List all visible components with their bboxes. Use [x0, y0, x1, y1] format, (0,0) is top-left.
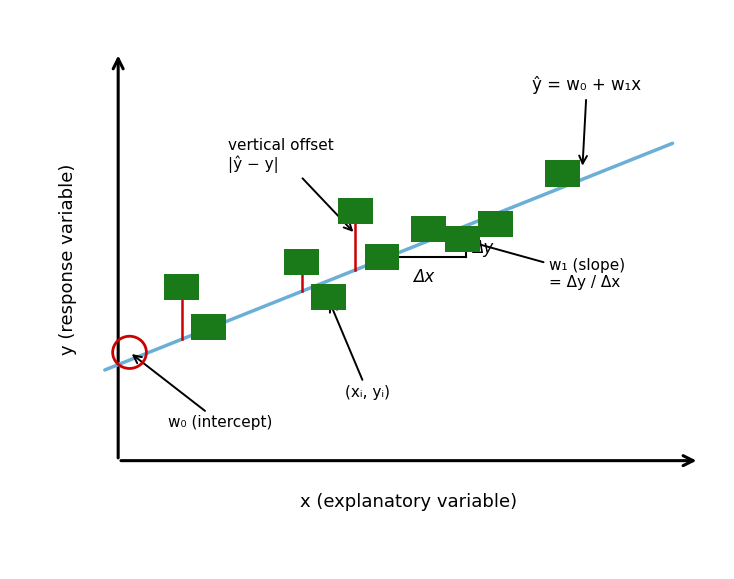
- Bar: [164, 274, 199, 300]
- Text: Δy: Δy: [472, 239, 493, 257]
- Bar: [478, 211, 513, 237]
- Text: w₁ (slope)
= Δy / Δx: w₁ (slope) = Δy / Δx: [470, 240, 625, 291]
- Bar: [365, 244, 399, 270]
- Bar: [311, 284, 346, 310]
- Text: y (response variable): y (response variable): [59, 163, 77, 355]
- Text: (xᵢ, yᵢ): (xᵢ, yᵢ): [330, 304, 390, 400]
- Bar: [191, 314, 226, 340]
- Text: x (explanatory variable): x (explanatory variable): [300, 493, 517, 511]
- Bar: [445, 226, 479, 252]
- Text: ŷ = w₀ + w₁x: ŷ = w₀ + w₁x: [532, 76, 642, 163]
- Text: vertical offset
|ŷ − y|: vertical offset |ŷ − y|: [228, 138, 352, 230]
- Text: w₀ (intercept): w₀ (intercept): [134, 356, 272, 430]
- Bar: [411, 216, 446, 242]
- Bar: [338, 198, 373, 225]
- Bar: [545, 160, 580, 186]
- Bar: [285, 248, 319, 275]
- Text: Δx: Δx: [413, 267, 435, 285]
